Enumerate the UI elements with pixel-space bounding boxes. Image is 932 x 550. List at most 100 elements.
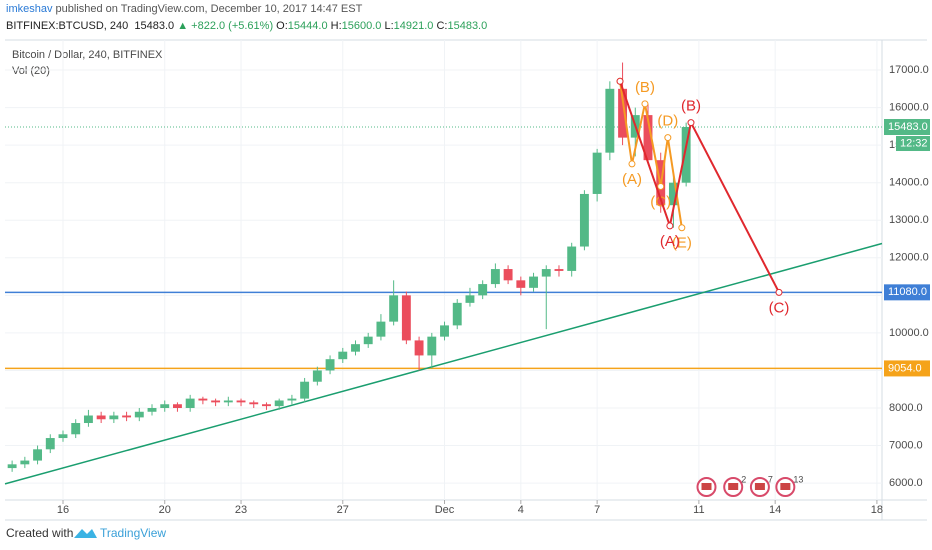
x-tick-label: Dec: [435, 504, 455, 516]
y-tick-label: 16000.0: [889, 101, 929, 113]
candle-body: [427, 336, 437, 356]
candle-body: [33, 449, 43, 461]
candle-body: [249, 402, 259, 405]
candle-body: [503, 269, 513, 281]
candle-body: [452, 302, 462, 326]
candle-body: [516, 280, 526, 288]
candle-body: [668, 182, 678, 206]
trend-line: [4, 242, 883, 485]
price-label: 15483.0: [888, 121, 928, 133]
symbol: BITFINEX:BTCUSD, 240: [6, 20, 129, 32]
candle-body: [465, 295, 475, 303]
candle-body: [567, 246, 577, 271]
candle-body: [592, 152, 602, 194]
candle-body: [71, 423, 81, 435]
candle-body: [300, 381, 310, 399]
low: 14921.0: [393, 20, 434, 32]
low-label: L:: [384, 20, 394, 32]
y-tick-label: 17000.0: [889, 64, 929, 76]
candle-body: [490, 269, 500, 285]
wave-point: [628, 160, 636, 168]
candle-body: [389, 295, 399, 322]
y-tick-label: 14000.0: [889, 177, 929, 189]
footer-created: Created with: [6, 526, 73, 540]
publish-line: imkeshav published on TradingView.com, D…: [6, 3, 362, 15]
x-tick-label: 14: [769, 504, 781, 516]
wave-point: [641, 100, 649, 108]
x-tick-label: 4: [518, 504, 524, 516]
candle-body: [414, 340, 424, 356]
wave-line: [619, 80, 780, 293]
price-label-box: [884, 284, 930, 301]
candle-body: [172, 404, 182, 408]
candle-body: [96, 415, 106, 420]
close-label: C:: [436, 20, 448, 32]
candle-body: [147, 408, 157, 412]
candle-body: [58, 434, 68, 439]
x-tick-label: 11: [693, 504, 704, 516]
y-tick-label: 10000.0: [889, 327, 929, 339]
candle-body: [338, 351, 348, 360]
candle-body: [605, 88, 615, 153]
wave-line: [619, 81, 683, 228]
y-tick-label: 6000.0: [889, 477, 923, 489]
candle-body: [262, 404, 271, 407]
price-label-box: [884, 119, 930, 136]
brand-logo: [74, 529, 97, 538]
wave-label: (E): [672, 235, 692, 252]
event-flag: [780, 483, 791, 490]
y-tick-label: 8000.0: [889, 402, 923, 414]
candle-body: [325, 359, 335, 371]
candle-body: [401, 295, 411, 341]
event-flag: [754, 483, 765, 490]
candle-body: [579, 193, 589, 247]
candle-body: [236, 400, 246, 403]
candle-body: [185, 398, 195, 408]
author[interactable]: imkeshav: [6, 3, 53, 15]
wave-point: [664, 134, 672, 142]
candle-body: [7, 464, 17, 469]
wave-label: (B): [681, 98, 701, 115]
x-tick-label: 16: [57, 504, 69, 516]
wave-point: [775, 288, 783, 296]
wave-point: [616, 77, 624, 85]
event-flag: [728, 483, 739, 490]
open: 15444.0: [287, 20, 328, 32]
candle-body: [554, 269, 564, 271]
countdown: 12:32: [900, 137, 928, 149]
candle-body: [109, 415, 119, 420]
x-tick-label: 7: [594, 504, 600, 516]
event-flag: [701, 483, 712, 490]
x-tick-label: 23: [235, 504, 247, 516]
candle-body: [122, 415, 132, 418]
price: 15483.0: [134, 20, 175, 32]
high-label: H:: [330, 20, 342, 32]
candle-body: [198, 398, 208, 401]
wave-point: [678, 224, 686, 232]
y-tick-label: 7000.0: [889, 439, 923, 451]
candle-body: [274, 400, 284, 407]
price-label: 11080.0: [888, 286, 927, 298]
countdown-box: [896, 136, 930, 152]
candle-body: [160, 404, 170, 408]
footer-brand[interactable]: TradingView: [100, 526, 166, 540]
candle-body: [478, 284, 488, 296]
candle-body: [134, 411, 144, 418]
candle-body: [312, 370, 322, 382]
candle-body: [363, 336, 373, 345]
candle-body: [440, 325, 449, 337]
candle-body: [618, 88, 628, 138]
published: published on TradingView.com, December 1…: [55, 3, 363, 15]
event-count: 7: [768, 474, 773, 484]
wave-point: [687, 119, 695, 127]
wave-point: [657, 182, 665, 190]
candle-body: [83, 415, 93, 424]
candle-body: [351, 344, 360, 352]
candle-body: [223, 400, 233, 403]
change: ▲ +822.0 (+5.61%): [177, 20, 274, 32]
wave-label: (D): [657, 113, 678, 130]
candle-body: [643, 115, 653, 161]
